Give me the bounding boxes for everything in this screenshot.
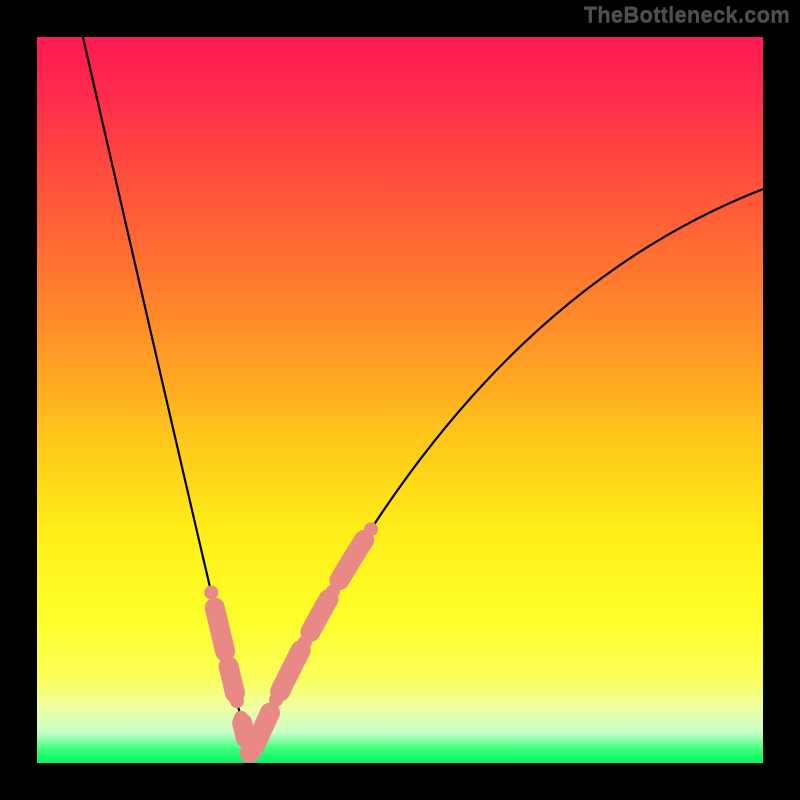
marker-bridge bbox=[250, 743, 257, 753]
marker-capsule bbox=[229, 666, 235, 693]
marker-dot bbox=[269, 693, 283, 707]
marker-dot bbox=[283, 664, 297, 678]
chart-svg bbox=[35, 35, 765, 765]
marker-dot bbox=[364, 522, 378, 536]
marker-dot bbox=[219, 647, 233, 661]
figure-root: TheBottleneck.com bbox=[0, 0, 800, 800]
marker-dot bbox=[213, 623, 227, 637]
marker-dot bbox=[298, 635, 312, 649]
watermark-text: TheBottleneck.com bbox=[584, 2, 790, 28]
marker-dot bbox=[259, 714, 273, 728]
marker-dot bbox=[315, 604, 329, 618]
marker-dot bbox=[326, 584, 340, 598]
marker-dot bbox=[348, 547, 362, 561]
marker-dot bbox=[204, 585, 218, 599]
marker-capsule bbox=[242, 723, 246, 738]
marker-dot bbox=[234, 711, 248, 725]
plot-area bbox=[35, 35, 765, 765]
gradient-background bbox=[35, 35, 765, 765]
marker-dot bbox=[230, 694, 244, 708]
